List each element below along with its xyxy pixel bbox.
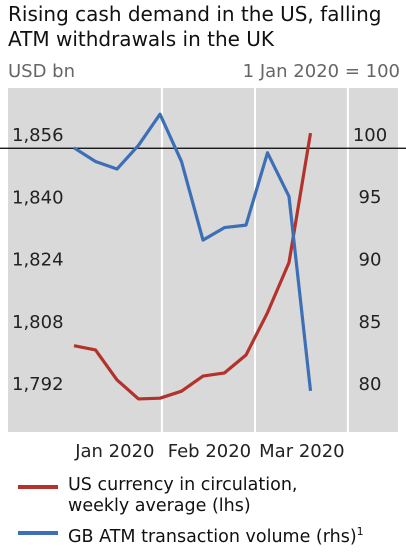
y-axis-label: USD bn: [8, 61, 75, 82]
y2-axis-label: 1 Jan 2020 = 100: [243, 61, 400, 82]
y2-tick-label: 85: [359, 312, 382, 333]
x-tick-label: Jan 2020: [74, 441, 154, 462]
legend-item: US currency in circulation, weekly avera…: [10, 475, 328, 517]
y-tick-label: 1,856: [12, 125, 64, 146]
legend-label: GB ATM transaction volume (rhs): [68, 526, 357, 547]
legend-label: US currency in circulation, weekly avera…: [68, 475, 298, 516]
legend-item: GB ATM transaction volume (rhs)1: [10, 521, 400, 548]
series-line: [73, 112, 313, 392]
y2-tick-label: 95: [359, 187, 382, 208]
y-tick-label: 1,792: [12, 374, 64, 395]
footnote-mark: 1: [356, 525, 364, 538]
chart-title: Rising cash demand in the US, falling AT…: [8, 2, 382, 51]
legend: US currency in circulation, weekly avera…: [10, 475, 400, 552]
x-tick-label: Mar 2020: [259, 441, 345, 462]
series-line: [73, 132, 313, 401]
x-tick-label: Feb 2020: [168, 441, 251, 462]
y2-tick-label: 100: [353, 125, 387, 146]
y-tick-label: 1,824: [12, 250, 64, 271]
y-tick-label: 1,808: [12, 312, 64, 333]
plot-area: [8, 88, 398, 432]
y-tick-label: 1,840: [12, 187, 64, 208]
y2-tick-label: 90: [359, 249, 382, 270]
legend-swatch: [18, 485, 58, 489]
legend-swatch: [18, 531, 58, 535]
y2-tick-label: 80: [359, 374, 382, 395]
chart: USD bn 1 Jan 2020 = 100 Jan 2020 Feb 2020 Ma…: [0, 61, 406, 462]
